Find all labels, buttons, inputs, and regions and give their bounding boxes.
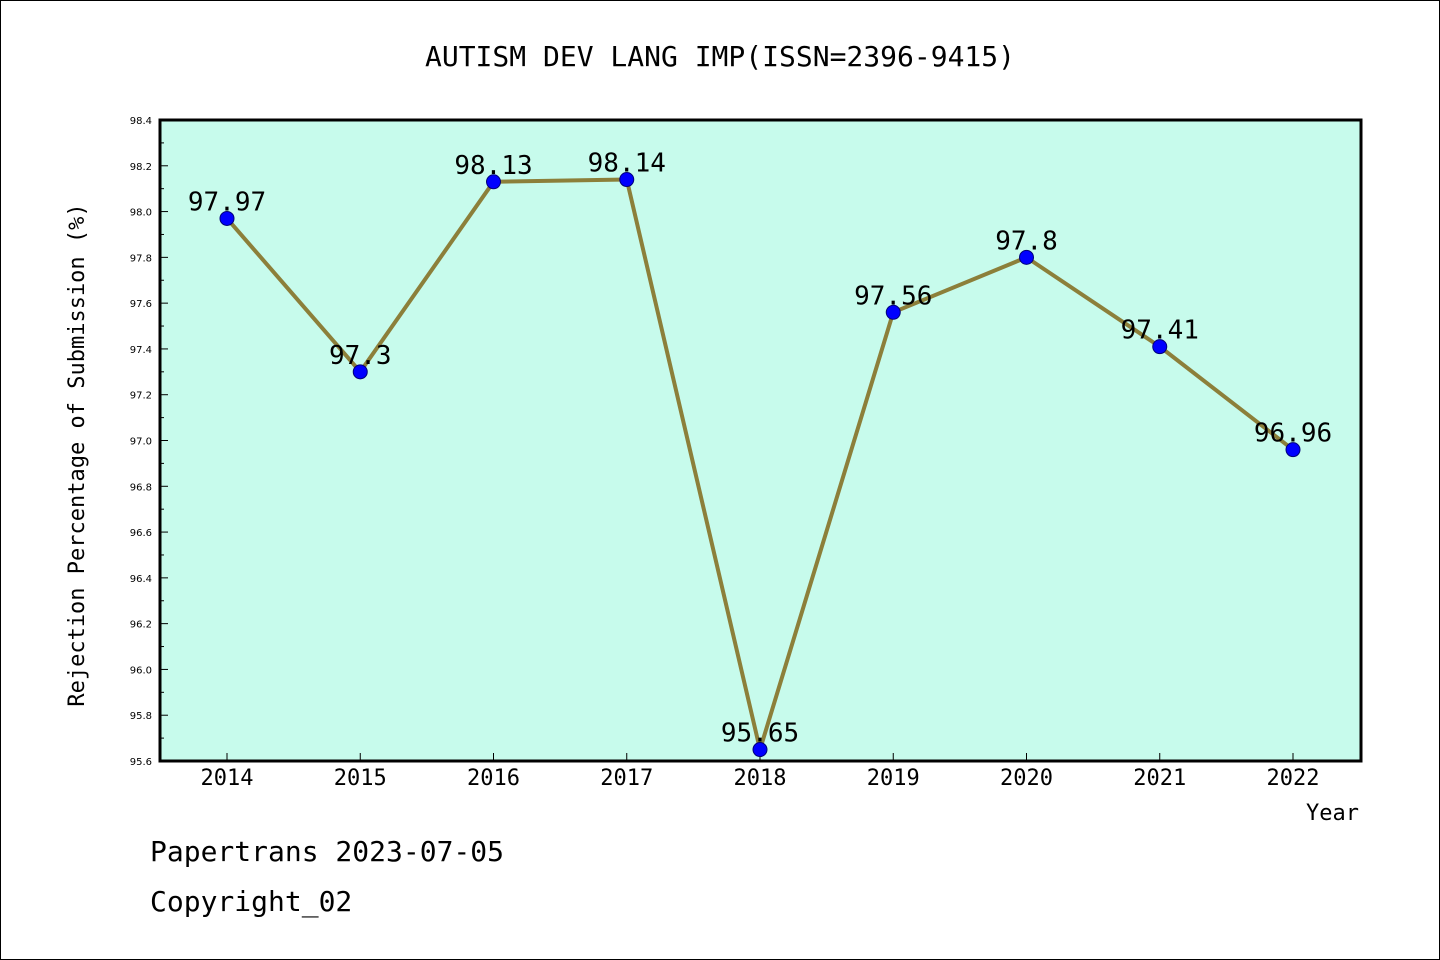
data-point-2015 xyxy=(352,364,368,380)
y-tick-label: 98.0 xyxy=(130,208,152,219)
x-tick-label: 2014 xyxy=(201,766,254,791)
plot-area xyxy=(158,118,1363,763)
y-axis-title: Rejection Percentage of Submission (%) xyxy=(65,203,90,706)
chart-title: AUTISM DEV LANG IMP(ISSN=2396-9415) xyxy=(425,40,1015,73)
data-label-layer: 97.97 97.3 98.13 98.14 95.65 97.56 97.8 97.41 96… xyxy=(188,149,1332,749)
y-tick-label: 96.6 xyxy=(130,528,152,539)
data-point-2016 xyxy=(486,174,501,190)
data-point-2017 xyxy=(619,172,635,188)
data-label-2021: 97.41 xyxy=(1121,316,1199,346)
y-tick-label: 95.8 xyxy=(130,711,152,722)
y-tick-label: 97.2 xyxy=(130,391,152,402)
footer-copyright: Copyright_02 xyxy=(150,885,353,918)
y-tick-label: 97.8 xyxy=(130,253,152,264)
data-point-2021 xyxy=(1152,339,1168,355)
data-point-2014 xyxy=(219,210,235,226)
x-axis-title: Year xyxy=(1306,801,1359,826)
x-axis: 2014 2015 2016 2017 2018 2019 2020 2021 2022 xyxy=(201,753,1320,791)
data-label-2018: 95.65 xyxy=(721,719,799,749)
y-tick-label: 97.6 xyxy=(130,299,152,310)
y-axis: 95.6 95.8 96.0 96.2 96.4 96.6 96.8 97.0 97.2 97.4… xyxy=(130,116,168,768)
data-label-2019: 97.56 xyxy=(854,281,932,311)
x-tick-label: 2015 xyxy=(334,766,387,791)
y-tick-label: 96.0 xyxy=(130,665,152,676)
data-point-2018 xyxy=(752,742,768,758)
x-tick-label: 2020 xyxy=(1000,766,1053,791)
y-tick-label: 95.6 xyxy=(130,757,152,768)
data-point-2020 xyxy=(1019,249,1034,265)
y-tick-label: 96.2 xyxy=(130,620,152,631)
y-tick-label: 96.8 xyxy=(130,482,152,493)
data-label-2014: 97.97 xyxy=(188,187,266,217)
y-tick-label: 98.2 xyxy=(130,162,152,173)
x-tick-label: 2021 xyxy=(1133,766,1186,791)
series-layer xyxy=(219,172,1301,758)
y-tick-label: 98.4 xyxy=(130,116,152,127)
data-label-2022: 96.96 xyxy=(1254,419,1332,449)
data-label-2016: 98.13 xyxy=(454,151,532,181)
data-point-2019 xyxy=(885,304,901,320)
x-tick-label: 2017 xyxy=(600,766,653,791)
y-tick-label: 96.4 xyxy=(130,574,152,585)
x-tick-label: 2016 xyxy=(467,766,520,791)
data-label-2020: 97.8 xyxy=(995,226,1058,256)
x-tick-label: 2018 xyxy=(734,766,787,791)
data-label-2017: 98.14 xyxy=(588,149,666,179)
data-label-2015: 97.3 xyxy=(329,341,392,371)
x-tick-label: 2022 xyxy=(1267,766,1320,791)
x-tick-label: 2019 xyxy=(867,766,920,791)
y-tick-label: 97.4 xyxy=(130,345,152,356)
footer-date: Papertrans 2023-07-05 xyxy=(150,835,505,868)
data-point-2022 xyxy=(1285,442,1301,458)
y-tick-label: 97.0 xyxy=(130,437,152,448)
